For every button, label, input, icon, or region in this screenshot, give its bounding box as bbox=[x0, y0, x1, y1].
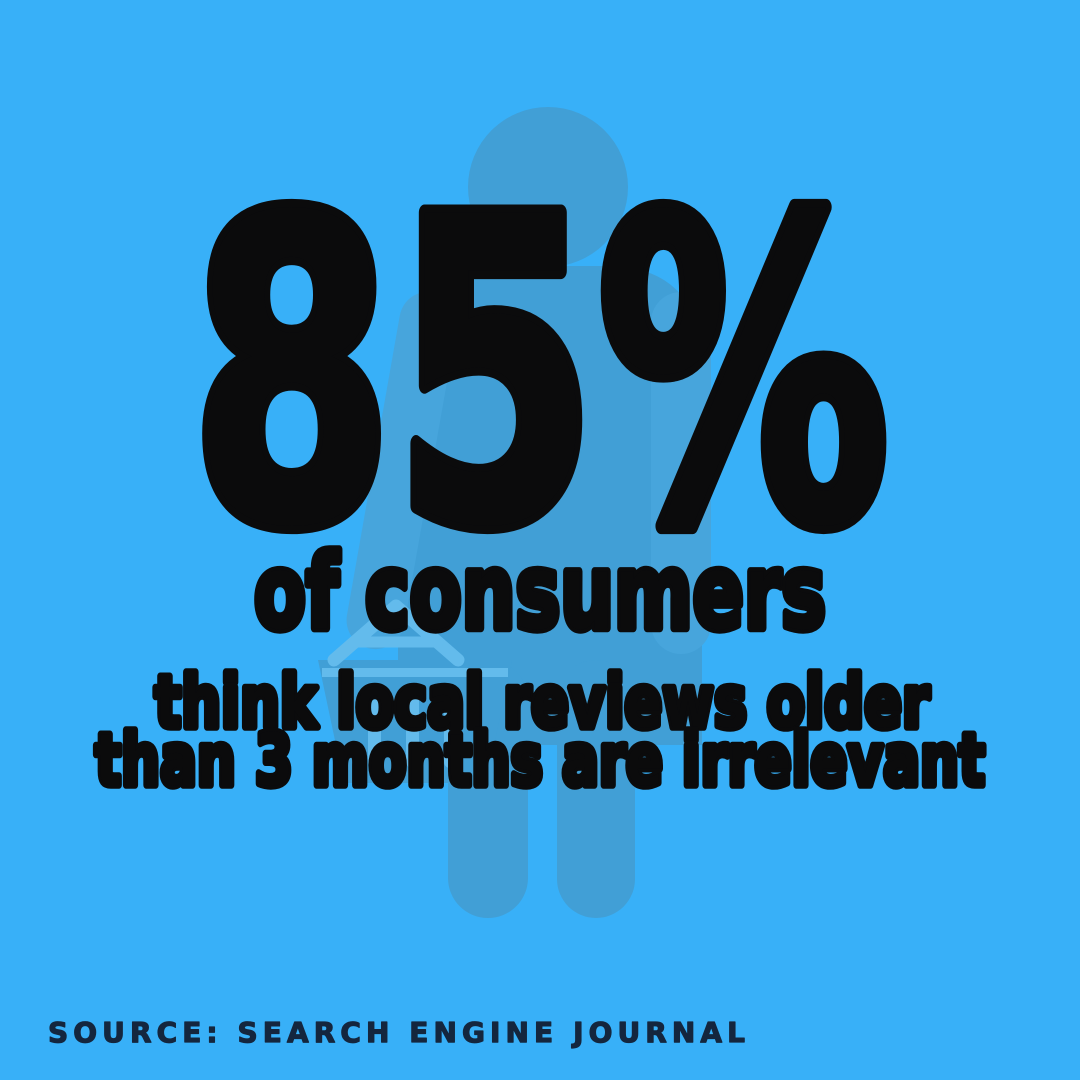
stat-audience-group: of consumers bbox=[250, 530, 830, 657]
shopper-silhouette-illustration bbox=[318, 107, 711, 918]
stat-audience: of consumers bbox=[254, 533, 826, 653]
stat-description-line-2-group: than 3 months are irrelevant bbox=[92, 715, 989, 806]
stat-description-line-1-group: think local reviews older bbox=[151, 657, 933, 748]
silhouette-leg-right bbox=[557, 660, 635, 918]
basket-slats bbox=[368, 692, 457, 768]
basket-rim bbox=[322, 668, 508, 677]
stat-value: 85% bbox=[190, 130, 890, 620]
silhouette-torso bbox=[398, 266, 702, 745]
stat-description-line-2: than 3 months are irrelevant bbox=[95, 719, 985, 803]
silhouette-right-arm bbox=[651, 292, 711, 654]
stat-description-line-1: think local reviews older bbox=[155, 661, 931, 745]
silhouette-head bbox=[468, 107, 628, 267]
stat-value-group: 85% bbox=[183, 123, 897, 627]
silhouette-left-arm bbox=[346, 291, 458, 650]
basket-icon bbox=[318, 599, 512, 783]
source-attribution: SOURCE: SEARCH ENGINE JOURNAL bbox=[48, 1016, 745, 1049]
